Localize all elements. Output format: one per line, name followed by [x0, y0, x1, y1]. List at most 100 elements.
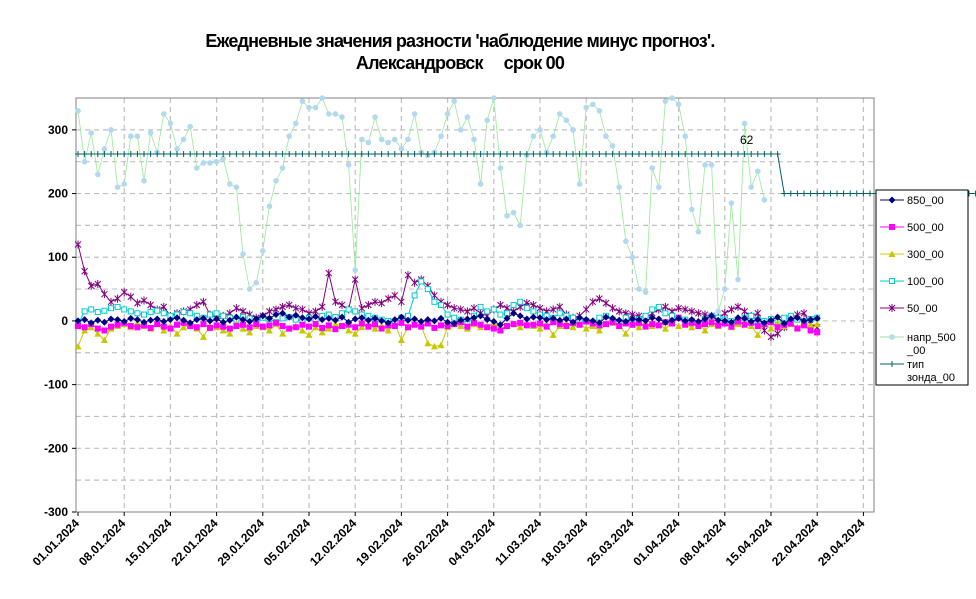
data-point [167, 151, 174, 158]
legend-label: 300_00 [907, 249, 944, 261]
data-point [889, 224, 895, 230]
y-axis: -300 -200 -100 0 100 200 300 [44, 123, 76, 519]
series-1 [74, 309, 821, 329]
data-point [180, 323, 188, 331]
data-point [471, 151, 477, 158]
data-point [133, 316, 141, 324]
data-point [609, 142, 616, 149]
data-point [160, 323, 167, 330]
data-point [94, 151, 101, 158]
data-point [114, 303, 121, 310]
data-point [430, 317, 438, 325]
y-tick-label: 100 [48, 250, 68, 264]
data-point [530, 301, 537, 309]
legend-item: 500_00 [880, 222, 944, 234]
data-point [510, 209, 517, 216]
data-point [246, 324, 253, 331]
data-point [200, 297, 207, 306]
data-point [404, 271, 412, 280]
data-point [807, 321, 815, 328]
x-axis: 01.01.202408.01.202415.01.202422.01.2024… [30, 512, 868, 569]
data-point [279, 151, 286, 158]
data-point [147, 316, 155, 324]
data-point [483, 316, 491, 324]
data-point [457, 316, 465, 324]
data-point [424, 339, 432, 347]
data-point [298, 326, 306, 334]
data-point [800, 317, 808, 325]
data-point [273, 151, 279, 158]
data-point [722, 286, 728, 292]
data-point [471, 136, 477, 143]
data-point [438, 133, 444, 140]
data-point [174, 146, 180, 152]
data-point [392, 136, 398, 143]
data-point [715, 308, 721, 315]
data-point [101, 307, 108, 314]
data-point [213, 315, 221, 323]
data-point [292, 151, 299, 158]
data-point [180, 309, 187, 316]
data-point [226, 325, 233, 332]
data-point [219, 326, 227, 334]
data-point [273, 178, 279, 184]
data-point [213, 310, 220, 317]
data-point [372, 151, 378, 158]
x-tick-label: 12.02.2024 [307, 516, 360, 569]
data-point [840, 190, 847, 197]
data-point [774, 329, 781, 338]
data-point [160, 302, 168, 311]
data-point [655, 322, 662, 329]
data-point [688, 323, 696, 331]
data-point [444, 311, 451, 318]
legend-item: напр_500 _00 [880, 332, 956, 357]
data-point [431, 151, 438, 158]
data-point [81, 308, 88, 315]
data-point [207, 324, 213, 331]
data-point [147, 324, 154, 331]
data-point [477, 303, 484, 310]
data-point [74, 342, 82, 350]
data-point [517, 222, 523, 229]
data-point [259, 151, 266, 158]
data-point [279, 323, 286, 330]
data-point [272, 311, 280, 319]
data-point [359, 136, 365, 143]
data-point [140, 318, 148, 326]
data-point [701, 326, 709, 334]
data-point [226, 316, 234, 324]
data-point [595, 326, 603, 334]
data-point [517, 151, 524, 158]
data-point [695, 323, 702, 330]
data-point [748, 312, 755, 319]
data-point [510, 321, 517, 328]
data-point [628, 315, 636, 323]
data-point [364, 316, 372, 324]
x-tick-label: 26.02.2024 [399, 516, 452, 569]
legend-item: тип зонда_00 [880, 359, 955, 384]
data-point [213, 322, 220, 329]
data-point [233, 184, 240, 190]
data-point [199, 333, 207, 340]
y-tick-label: 300 [48, 123, 68, 137]
data-point [160, 310, 167, 317]
data-point [556, 321, 563, 328]
data-point [589, 297, 597, 306]
data-point [286, 133, 293, 140]
data-point [332, 111, 339, 117]
data-point [398, 319, 405, 326]
data-point [787, 320, 794, 327]
data-point [504, 151, 510, 158]
data-point [371, 325, 379, 332]
data-point [787, 190, 794, 197]
data-point [239, 307, 247, 316]
data-point [464, 323, 471, 330]
data-point [682, 151, 689, 158]
data-point [735, 276, 741, 283]
data-point [352, 308, 359, 315]
data-point [398, 297, 405, 306]
data-point [761, 151, 768, 158]
data-point [781, 314, 788, 321]
data-point [371, 297, 379, 306]
data-point [464, 114, 471, 120]
